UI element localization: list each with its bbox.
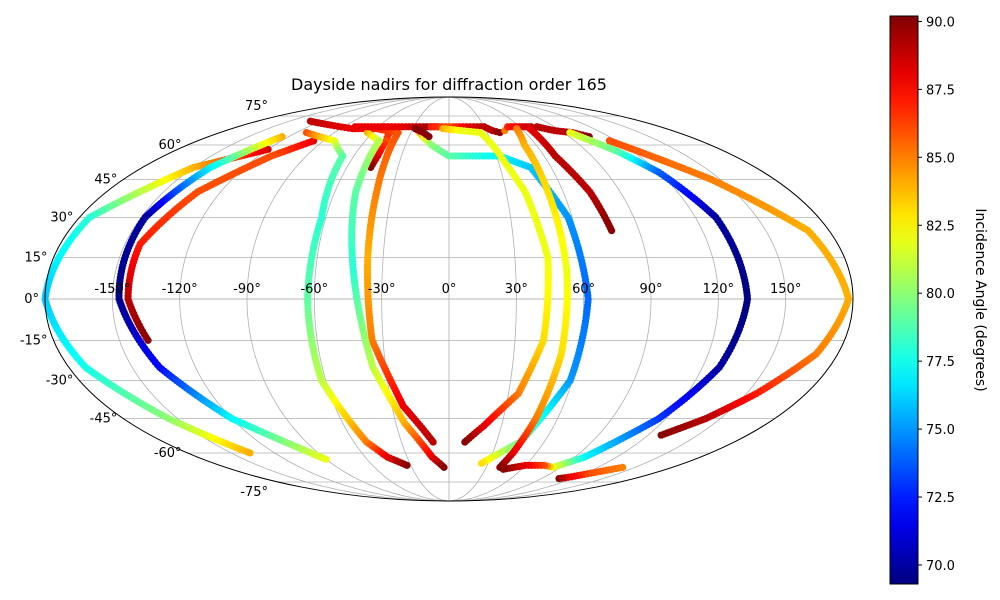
chart-title: Dayside nadirs for diffraction order 165 [291,75,607,94]
nadir-point [440,463,448,471]
latitude-tick-label: 0° [24,292,39,307]
colorbar-tick-label: 82.5 [926,219,955,234]
latitude-tick-labels: 75° 60° 45° 30° 15° 0° -15° -30° -45° -60° -75° [20,99,268,500]
nadir-point [478,459,486,467]
longitude-gridline [448,96,585,502]
nadir-point [144,336,152,344]
longitude-tick-label: -120° [162,282,198,297]
latitude-tick-label: 75° [245,99,268,114]
longitude-gridline [313,96,450,502]
latitude-tick-label: -60° [154,446,182,461]
nadir-point [499,465,507,473]
latitude-tick-label: -45° [90,412,118,427]
nadir-point [657,431,665,439]
longitude-tick-label: -90° [233,282,261,297]
nadir-point [246,449,254,457]
nadir-point [461,438,469,446]
colorbar-tick-label: 77.5 [926,355,955,370]
nadir-point [608,227,616,235]
colorbar-gradient [889,15,919,585]
nadir-point [425,133,433,141]
latitude-tick-label: -30° [46,374,74,389]
longitude-tick-label: 30° [505,282,528,297]
colorbar: 70.0 72.5 75.0 77.5 80.0 82.5 85.0 87.5 90.0 Inc… [889,15,988,585]
longitude-tick-label: 90° [639,282,662,297]
latitude-tick-label: -15° [20,333,48,348]
longitude-gridline [448,96,787,502]
latitude-tick-label: 15° [25,251,48,266]
longitude-tick-label: 150° [770,282,801,297]
plot-area: -150° -120° -90° -60° -30° 0° 30° 60° 90° 120° 150… [20,96,854,502]
colorbar-ticks: 70.0 72.5 75.0 77.5 80.0 82.5 85.0 87.5 90.0 [918,15,955,574]
nadir-point [429,438,437,446]
nadir-point [403,461,411,469]
longitude-gridline [179,96,450,502]
colorbar-tick-label: 70.0 [926,559,955,574]
colorbar-tick-label: 85.0 [926,151,955,166]
longitude-tick-label: 60° [572,282,595,297]
longitude-tick-label: -30° [368,282,396,297]
latitude-tick-label: -75° [240,485,268,500]
colorbar-tick-label: 87.5 [926,83,955,98]
latitude-tick-label: 45° [94,172,117,187]
latitude-tick-label: 60° [159,138,182,153]
longitude-gridline [381,96,450,502]
longitude-gridline [111,96,450,502]
longitude-gridline [448,96,652,502]
colorbar-tick-label: 75.0 [926,423,955,438]
longitude-tick-labels: -150° -120° -90° -60° -30° 0° 30° 60° 90° 120° 150… [94,282,801,297]
nadir-point [322,455,330,463]
colorbar-tick-label: 80.0 [926,287,955,302]
latitude-tick-label: 30° [50,210,73,225]
colorbar-tick-label: 90.0 [926,15,955,30]
longitude-tick-label: -60° [300,282,328,297]
map-boundary [44,96,854,502]
colorbar-tick-label: 72.5 [926,491,955,506]
colorbar-label: Incidence Angle (degrees) [972,208,988,391]
longitude-tick-label: -150° [94,282,130,297]
longitude-tick-label: 120° [703,282,734,297]
scatter-points [41,117,853,483]
nadir-point [619,463,627,471]
longitude-tick-label: 0° [442,282,457,297]
